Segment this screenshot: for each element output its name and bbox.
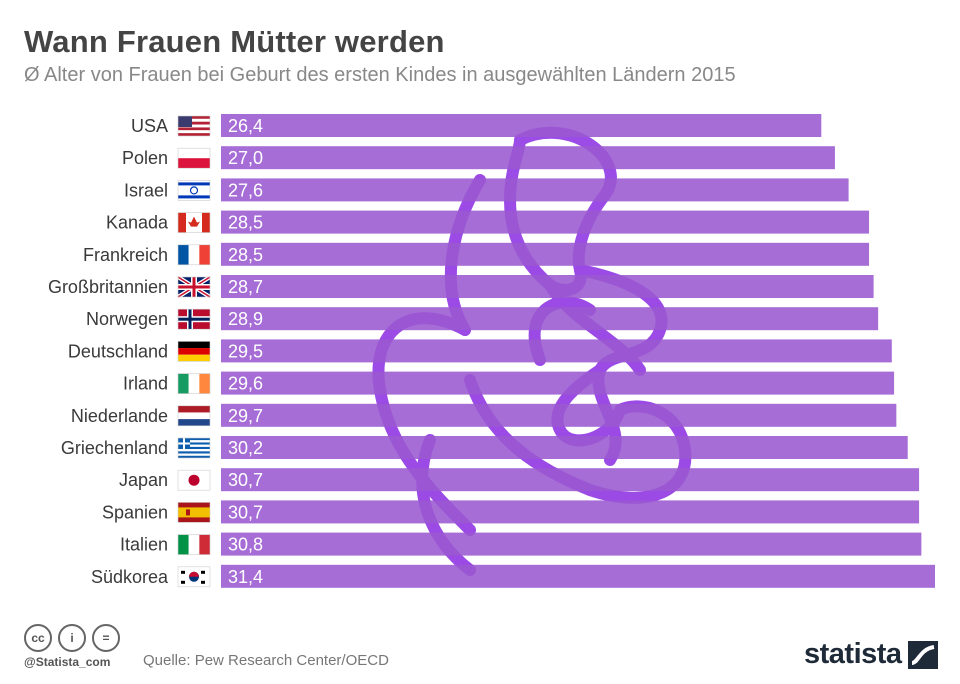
bar-row: Japan 30,7: [119, 468, 920, 492]
bar: [221, 146, 835, 170]
bar-row: USA 26,4: [131, 114, 822, 137]
category-label: Kanada: [106, 213, 169, 233]
value-label: 27,6: [228, 180, 263, 200]
bar: [221, 403, 897, 427]
nd-icon[interactable]: =: [92, 624, 120, 652]
gb-flag-icon: [176, 275, 212, 299]
no-flag-icon: [177, 308, 211, 330]
pl-flag-icon: [177, 147, 211, 169]
bar: [221, 210, 870, 234]
category-label: Italien: [120, 535, 168, 555]
de-flag-icon: [177, 341, 211, 362]
value-label: 30,2: [228, 438, 263, 458]
source-note: Quelle: Pew Research Center/OECD: [143, 652, 389, 669]
value-label: 30,7: [228, 502, 263, 522]
ie-flag-icon: [177, 373, 211, 394]
bar-row: Italien 30,8: [120, 532, 922, 556]
statista-mark-icon: [907, 640, 938, 669]
bar: [221, 371, 895, 395]
value-label: 29,7: [228, 406, 263, 426]
es-flag-icon: [177, 502, 211, 523]
value-label: 28,5: [228, 245, 263, 265]
bar: [221, 114, 822, 137]
value-label: 29,5: [228, 341, 263, 361]
value-label: 26,4: [228, 116, 263, 136]
bar-row: Griechenland 30,2: [61, 436, 908, 459]
category-label: Großbritannien: [48, 277, 168, 297]
category-label: Südkorea: [91, 567, 169, 587]
value-label: 28,7: [228, 277, 263, 297]
cc-icon[interactable]: cc: [24, 624, 52, 652]
category-label: Niederlande: [71, 406, 168, 426]
category-label: Israel: [124, 180, 168, 200]
category-label: Irland: [123, 374, 168, 394]
license-icons: cc i =: [24, 624, 120, 652]
bar-row: Deutschland 29,5: [68, 339, 892, 363]
bar-row: Irland 29,6: [123, 371, 895, 395]
value-label: 28,9: [228, 309, 263, 329]
it-flag-icon: [177, 534, 211, 555]
bar: [221, 307, 879, 331]
nl-flag-icon: [177, 405, 211, 427]
value-label: 28,5: [228, 213, 263, 233]
page-title: Wann Frauen Mütter werden: [24, 24, 445, 59]
value-label: 29,6: [228, 374, 263, 394]
bar: [221, 468, 920, 492]
bar: [221, 178, 849, 202]
bar: [221, 532, 922, 556]
brand-name: statista: [804, 638, 902, 670]
kr-flag-icon: [177, 566, 211, 588]
category-label: USA: [131, 116, 168, 136]
bar-row: Südkorea 31,4: [91, 564, 935, 588]
bar: [221, 564, 935, 588]
bar-row: Polen 27,0: [122, 146, 835, 170]
us-flag-icon: [177, 115, 211, 137]
value-label: 31,4: [228, 567, 263, 587]
bar: [221, 436, 908, 459]
statista-handle[interactable]: @Statista_com: [24, 655, 111, 669]
category-label: Spanien: [102, 502, 168, 522]
bar-row: Spanien 30,7: [102, 500, 920, 524]
category-label: Japan: [119, 470, 168, 490]
fr-flag-icon: [177, 244, 211, 266]
jp-flag-icon: [177, 469, 211, 491]
bar: [221, 500, 920, 524]
bar: [221, 242, 870, 266]
il-flag-icon: [177, 180, 211, 201]
ca-flag-icon: [177, 212, 211, 233]
by-icon[interactable]: i: [58, 624, 86, 652]
bar-row: Großbritannien 28,7: [48, 275, 874, 299]
bar-row: Israel 27,6: [124, 178, 849, 202]
bar: [221, 339, 892, 363]
category-label: Norwegen: [86, 309, 168, 329]
value-label: 30,8: [228, 535, 263, 555]
category-label: Frankreich: [83, 245, 168, 265]
bar-row: Kanada 28,5: [106, 210, 870, 234]
bar: [221, 275, 874, 298]
value-label: 30,7: [228, 470, 263, 490]
bar-row: Niederlande 29,7: [71, 403, 897, 427]
category-label: Polen: [122, 148, 168, 168]
statista-logo[interactable]: statista: [804, 638, 938, 671]
category-label: Deutschland: [68, 341, 168, 361]
gr-flag-icon: [177, 437, 211, 459]
bar-row: Frankreich 28,5: [83, 242, 870, 266]
category-label: Griechenland: [61, 438, 168, 458]
value-label: 27,0: [228, 148, 263, 168]
bar-row: Norwegen 28,9: [86, 307, 879, 331]
page-subtitle: Ø Alter von Frauen bei Geburt des ersten…: [24, 64, 736, 86]
